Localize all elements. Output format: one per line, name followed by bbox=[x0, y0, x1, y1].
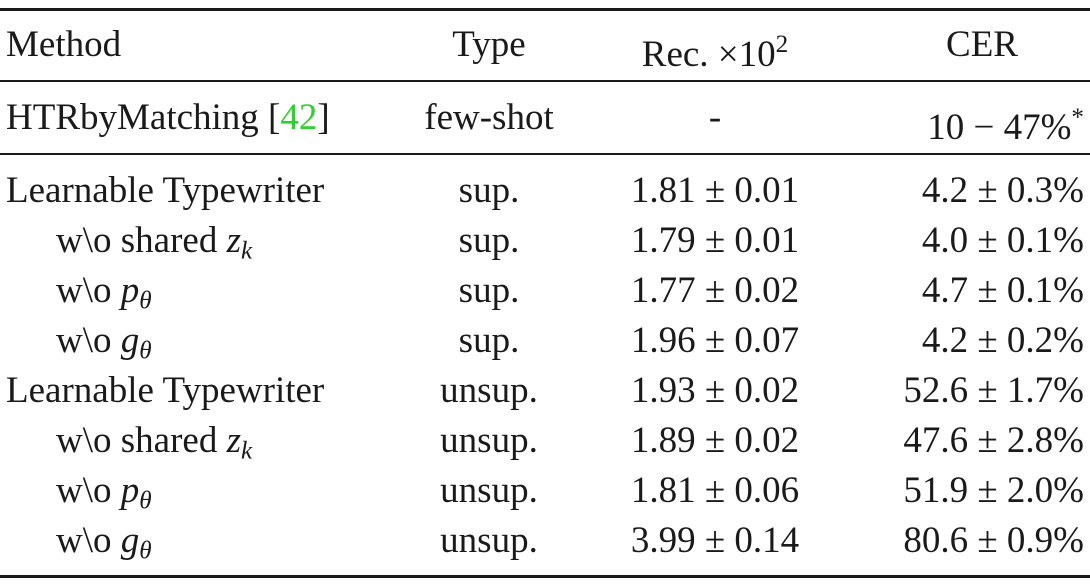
ablation-variable: z bbox=[226, 420, 241, 461]
row-cer: 51.9 ± 2.0% bbox=[903, 470, 1084, 511]
ablation-variable: g bbox=[120, 320, 140, 361]
table-row: w\o shared zk unsup. 1.89 ± 0.02 47.6 ± 2.8… bbox=[0, 416, 1090, 466]
row-cer: 4.7 ± 0.1% bbox=[921, 270, 1084, 311]
row-method-ablation: w\o pθ bbox=[56, 466, 152, 516]
row-cer: 4.2 ± 0.3% bbox=[921, 170, 1084, 211]
table-row: w\o gθ sup. 1.96 ± 0.07 4.2 ± 0.2% bbox=[0, 316, 1090, 366]
row-method-ablation: w\o gθ bbox=[56, 516, 152, 566]
row-rec: 1.79 ± 0.01 bbox=[630, 220, 800, 261]
row-cer: 80.6 ± 0.9% bbox=[903, 520, 1084, 561]
ablation-prefix: w\o bbox=[56, 270, 121, 311]
ablation-variable: p bbox=[120, 470, 140, 511]
bottom-rule bbox=[0, 575, 1090, 578]
ablation-prefix: w\o bbox=[56, 320, 121, 361]
row-method-ablation: w\o pθ bbox=[56, 266, 152, 316]
ablation-subscript: k bbox=[240, 237, 253, 265]
baseline-cer-value: 10 − 47% bbox=[927, 106, 1072, 148]
ablation-prefix: w\o bbox=[56, 470, 121, 511]
table-row: w\o pθ sup. 1.77 ± 0.02 4.7 ± 0.1% bbox=[0, 266, 1090, 316]
ablation-subscript: θ bbox=[139, 337, 152, 365]
header-rec-label: Rec. ×10 bbox=[641, 33, 776, 75]
ablation-variable: p bbox=[120, 270, 140, 311]
row-type: unsup. bbox=[440, 470, 538, 511]
section-rule bbox=[0, 153, 1090, 155]
baseline-method: HTRbyMatching [42] bbox=[6, 93, 330, 143]
row-method: Learnable Typewriter bbox=[6, 370, 325, 411]
row-cer: 47.6 ± 2.8% bbox=[903, 420, 1084, 461]
row-rec: 1.81 ± 0.06 bbox=[630, 470, 800, 511]
row-cer: 4.2 ± 0.2% bbox=[921, 320, 1084, 361]
ablation-variable: g bbox=[120, 520, 140, 561]
row-method-ablation: w\o shared zk bbox=[56, 416, 252, 466]
ablation-prefix: w\o shared bbox=[56, 220, 227, 261]
ablation-subscript: k bbox=[240, 437, 253, 465]
baseline-rec: - bbox=[708, 97, 722, 138]
header-rec: Rec. ×102 bbox=[590, 20, 840, 75]
baseline-type: few-shot bbox=[424, 97, 554, 138]
baseline-cer: 10 − 47%* bbox=[927, 93, 1084, 148]
table-row: w\o pθ unsup. 1.81 ± 0.06 51.9 ± 2.0% bbox=[0, 466, 1090, 516]
row-rec: 1.77 ± 0.02 bbox=[630, 270, 800, 311]
row-type: sup. bbox=[458, 270, 520, 311]
ablation-subscript: θ bbox=[139, 287, 152, 315]
row-rec: 1.81 ± 0.01 bbox=[630, 170, 800, 211]
ablation-prefix: w\o bbox=[56, 520, 121, 561]
row-type: unsup. bbox=[440, 420, 538, 461]
row-rec: 3.99 ± 0.14 bbox=[630, 520, 800, 561]
citation-link[interactable]: 42 bbox=[280, 97, 318, 138]
header-rec-exponent: 2 bbox=[775, 31, 789, 58]
row-type: unsup. bbox=[440, 520, 538, 561]
baseline-cer-footnote-mark: * bbox=[1071, 104, 1084, 131]
row-type: unsup. bbox=[440, 370, 538, 411]
row-cer: 52.6 ± 1.7% bbox=[903, 370, 1084, 411]
header-cer: CER bbox=[946, 24, 1018, 65]
ablation-subscript: θ bbox=[139, 537, 152, 565]
table-row: w\o gθ unsup. 3.99 ± 0.14 80.6 ± 0.9% bbox=[0, 516, 1090, 566]
table-row: Learnable Typewriter unsup. 1.93 ± 0.02 52.… bbox=[0, 366, 1090, 416]
ablation-prefix: w\o shared bbox=[56, 420, 227, 461]
header-rule bbox=[0, 80, 1090, 82]
ablation-variable: z bbox=[226, 220, 241, 261]
header-row: Method Type Rec. ×102 CER bbox=[0, 20, 1090, 75]
row-type: sup. bbox=[458, 220, 520, 261]
row-rec: 1.96 ± 0.07 bbox=[630, 320, 800, 361]
row-rec: 1.93 ± 0.02 bbox=[630, 370, 800, 411]
baseline-method-name: HTRbyMatching [ bbox=[6, 97, 281, 138]
row-cer: 4.0 ± 0.1% bbox=[921, 220, 1084, 261]
baseline-row: HTRbyMatching [42] few-shot - 10 − 47%* bbox=[0, 93, 1090, 148]
row-rec: 1.89 ± 0.02 bbox=[630, 420, 800, 461]
row-type: sup. bbox=[458, 170, 520, 211]
header-method: Method bbox=[6, 24, 122, 65]
table-row: w\o shared zk sup. 1.79 ± 0.01 4.0 ± 0.1% bbox=[0, 216, 1090, 266]
row-method: Learnable Typewriter bbox=[6, 170, 325, 211]
top-rule bbox=[0, 8, 1090, 11]
table-row: Learnable Typewriter sup. 1.81 ± 0.01 4.2 ±… bbox=[0, 166, 1090, 216]
row-method-ablation: w\o gθ bbox=[56, 316, 152, 366]
row-type: sup. bbox=[458, 320, 520, 361]
baseline-method-close: ] bbox=[317, 97, 330, 138]
ablation-subscript: θ bbox=[139, 487, 152, 515]
row-method-ablation: w\o shared zk bbox=[56, 216, 252, 266]
header-type: Type bbox=[452, 24, 526, 65]
